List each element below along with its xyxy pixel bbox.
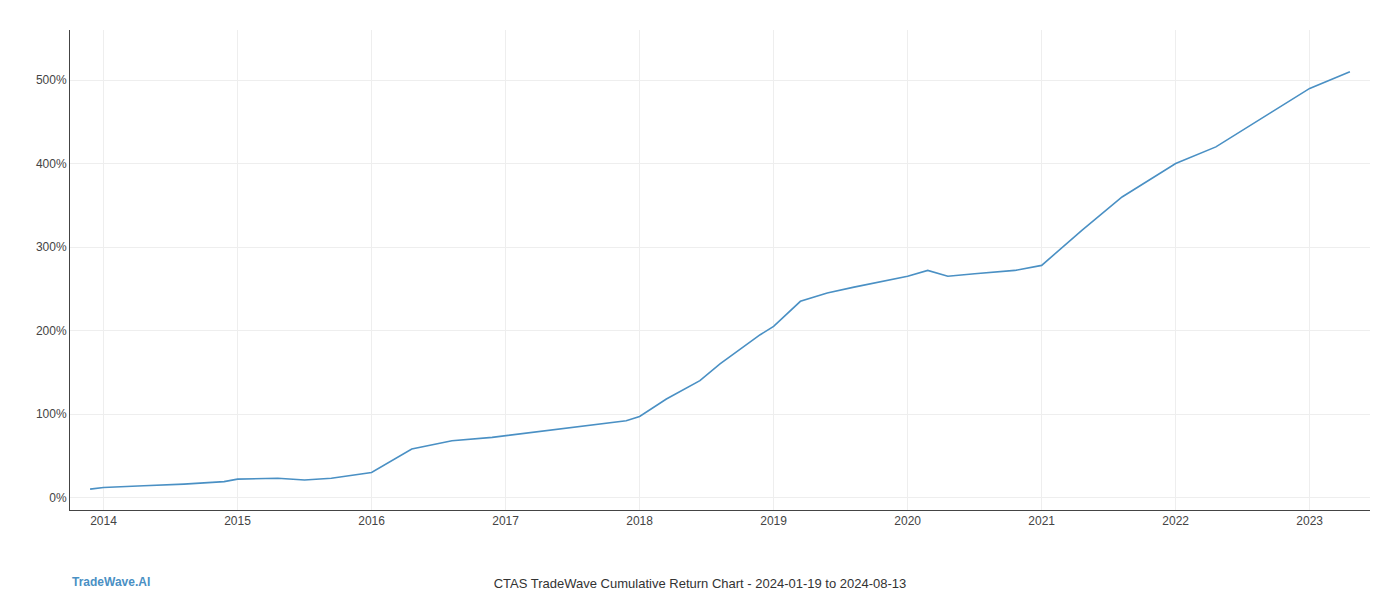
svg-text:2022: 2022 (1162, 514, 1189, 528)
svg-text:100%: 100% (36, 407, 67, 421)
svg-text:500%: 500% (36, 73, 67, 87)
svg-text:TradeWave.AI: TradeWave.AI (72, 575, 150, 589)
svg-text:300%: 300% (36, 240, 67, 254)
svg-text:200%: 200% (36, 324, 67, 338)
svg-text:2023: 2023 (1296, 514, 1323, 528)
svg-text:2017: 2017 (492, 514, 519, 528)
svg-text:2020: 2020 (894, 514, 921, 528)
svg-text:2021: 2021 (1028, 514, 1055, 528)
svg-text:2016: 2016 (358, 514, 385, 528)
svg-text:2019: 2019 (760, 514, 787, 528)
svg-text:0%: 0% (49, 491, 67, 505)
svg-text:2018: 2018 (626, 514, 653, 528)
svg-text:2014: 2014 (90, 514, 117, 528)
svg-text:CTAS TradeWave Cumulative Retu: CTAS TradeWave Cumulative Return Chart -… (494, 576, 907, 591)
svg-text:2015: 2015 (224, 514, 251, 528)
svg-text:400%: 400% (36, 157, 67, 171)
